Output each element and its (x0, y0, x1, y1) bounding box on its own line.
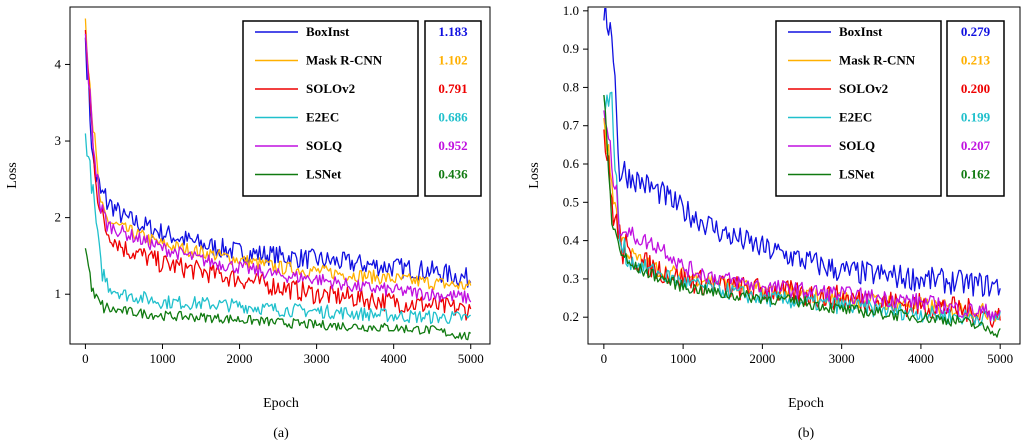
x-tick-label: 5000 (458, 351, 484, 366)
legend-value: 0.791 (438, 81, 467, 96)
x-tick-label: 1000 (149, 351, 175, 366)
y-tick-label: 0.3 (563, 271, 579, 286)
legend-value: 0.199 (961, 110, 991, 125)
x-tick-label: 1000 (670, 351, 696, 366)
legend-label: SOLQ (839, 138, 875, 153)
legend-value-box (424, 20, 482, 197)
x-tick-label: 3000 (829, 351, 855, 366)
series-line-lsnet (84, 248, 472, 341)
y-tick-label: 2 (55, 210, 62, 225)
x-tick-label: 2000 (227, 351, 253, 366)
legend-label: E2EC (306, 110, 339, 125)
y-tick-label: 0.6 (563, 156, 580, 171)
series-line-solov2 (84, 29, 472, 321)
series-lines (603, 8, 1001, 338)
chart-panel-a: 0 1000 2000 3000 4000 5000 1 2 3 4 Epoch Loss (a) Box… (5, 6, 491, 441)
legend: BoxInst 1.183 Mask R-CNN 1.102 SOLOv2 0.791 E2… (242, 20, 482, 197)
x-tick-label: 2000 (749, 351, 775, 366)
legend-label: BoxInst (839, 24, 883, 39)
y-tick-label: 0.2 (563, 309, 579, 324)
x-axis-label: Epoch (263, 396, 299, 411)
legend-value: 0.279 (961, 24, 991, 39)
y-axis-label: Loss (5, 162, 20, 188)
series-line-mask-r-cnn (84, 18, 472, 291)
legend-value: 0.952 (438, 138, 467, 153)
y-tick-label: 0.8 (563, 79, 579, 94)
legend-box (775, 20, 942, 197)
series-lines (84, 18, 472, 341)
series-line-boxinst (84, 37, 472, 288)
x-axis-label: Epoch (788, 396, 824, 411)
x-tick-label: 5000 (987, 351, 1013, 366)
series-line-e2ec (84, 133, 472, 325)
series-line-solq (84, 33, 472, 304)
legend-value: 0.686 (438, 110, 468, 125)
legend-label: SOLOv2 (839, 81, 888, 96)
y-tick-label: 1.0 (563, 3, 579, 18)
series-line-solq (603, 110, 1001, 322)
legend-label: SOLOv2 (306, 81, 355, 96)
y-tick-label: 0.9 (563, 41, 579, 56)
x-tick-label: 0 (601, 351, 608, 366)
legend-label: SOLQ (306, 138, 342, 153)
series-line-lsnet (603, 95, 1001, 338)
x-tick-label: 4000 (908, 351, 934, 366)
legend-box (242, 20, 419, 197)
panel-caption: (a) (273, 426, 289, 441)
legend-label: LSNet (839, 167, 875, 182)
x-tick-label: 3000 (304, 351, 330, 366)
legend-value: 0.162 (961, 167, 990, 182)
legend-label: Mask R-CNN (306, 53, 383, 68)
legend-label: LSNet (306, 167, 342, 182)
y-tick-label: 3 (55, 133, 62, 148)
y-tick-label: 0.5 (563, 194, 579, 209)
legend-label: Mask R-CNN (839, 53, 916, 68)
chart-panel-b: 0 1000 2000 3000 4000 5000 0.2 0.3 0.4 0.5 0.6 0.7 0… (527, 3, 1021, 441)
x-tick-label: 0 (82, 351, 89, 366)
legend-value: 0.207 (961, 138, 991, 153)
y-axis-label: Loss (527, 162, 542, 188)
legend-label: BoxInst (306, 24, 350, 39)
x-tick-label: 4000 (381, 351, 407, 366)
y-tick-label: 4 (55, 56, 62, 71)
legend-value: 0.213 (961, 53, 991, 68)
y-tick-label: 0.7 (563, 118, 580, 133)
legend: BoxInst 0.279 Mask R-CNN 0.213 SOLOv2 0.200 E2… (775, 20, 1005, 197)
legend-value: 1.102 (438, 53, 467, 68)
legend-value-box (946, 20, 1005, 197)
legend-value: 0.200 (961, 81, 990, 96)
series-line-boxinst (603, 8, 1001, 297)
legend-value: 0.436 (438, 167, 468, 182)
y-tick-label: 1 (55, 286, 62, 301)
panel-caption: (b) (798, 426, 815, 441)
legend-label: E2EC (839, 110, 872, 125)
legend-value: 1.183 (438, 24, 468, 39)
y-tick-label: 0.4 (563, 233, 580, 248)
